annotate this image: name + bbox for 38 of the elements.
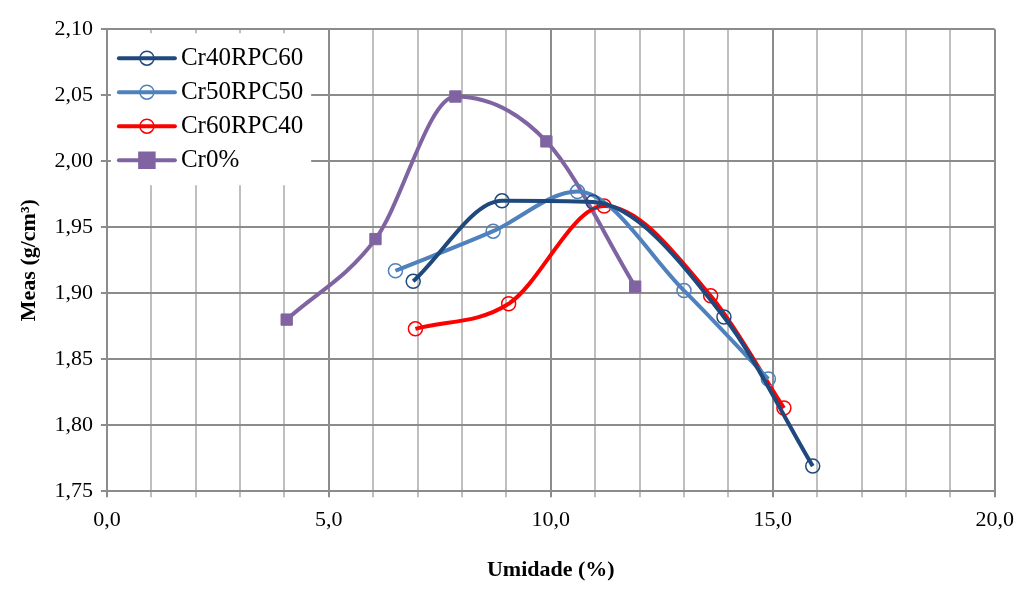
x-tick-label: 10,0 [531,506,571,532]
point [494,193,510,209]
legend-label: Cr0% [180,144,240,172]
point [280,313,293,326]
point [804,458,821,474]
legend-label: Cr40RPC60 [180,42,304,70]
point [407,321,424,337]
legend-label: Cr50RPC50 [180,76,304,104]
x-tick-label: 0,0 [93,506,121,532]
y-tick-label: 1,95 [54,212,93,238]
point [500,296,517,312]
point [485,223,501,239]
y-tick-label: 2,05 [54,80,93,106]
point [760,371,777,387]
point [369,232,382,246]
x-tick-label: 20,0 [975,506,1014,532]
point [702,288,719,304]
x-axis-title: Umidade (%) [486,556,615,582]
point [540,135,553,148]
point [776,400,792,416]
point [449,90,462,103]
point [629,280,642,293]
y-tick-label: 2,00 [54,146,93,172]
y-axis-title: Meas (g/cm³) [14,199,40,322]
y-tick-label: 1,90 [54,278,93,304]
point [676,282,692,299]
y-tick-label: 1,80 [54,410,93,436]
point [716,309,732,325]
point [387,263,404,279]
legend-label: Cr60RPC40 [180,110,304,138]
point [569,183,586,200]
point [405,273,421,290]
y-tick-label: 2,10 [54,14,93,40]
y-tick-label: 1,85 [54,344,93,370]
point [585,194,601,210]
x-tick-label: 15,0 [753,506,793,532]
x-tick-label: 5,0 [315,506,343,532]
y-tick-label: 1,75 [54,476,93,502]
